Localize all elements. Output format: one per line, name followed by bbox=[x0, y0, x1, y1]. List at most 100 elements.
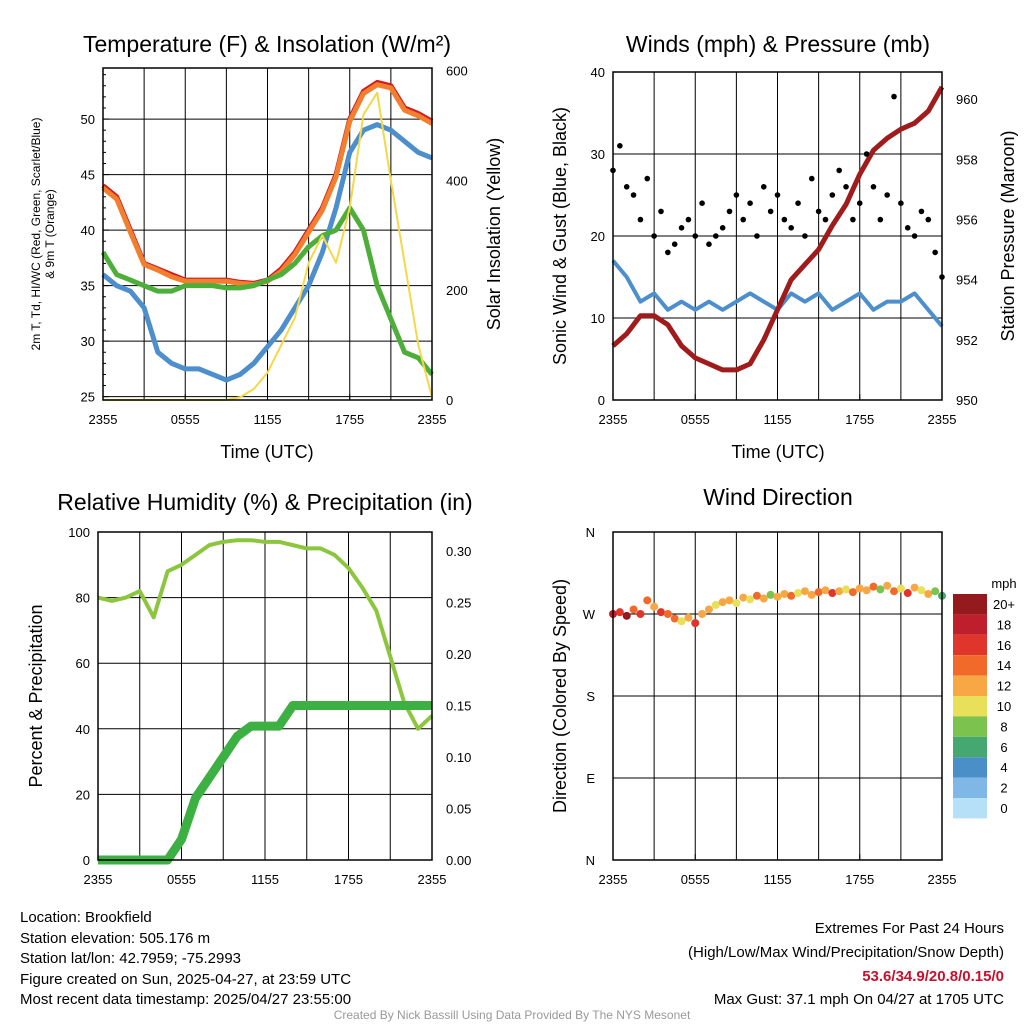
direction-point bbox=[711, 600, 720, 609]
direction-point bbox=[896, 584, 905, 593]
y2-tick-label: 0.10 bbox=[446, 750, 471, 765]
direction-point bbox=[924, 589, 933, 598]
gust-point bbox=[815, 208, 822, 215]
gust-point bbox=[658, 208, 664, 215]
direction-point bbox=[732, 599, 741, 608]
x-tick-label: 2355 bbox=[418, 412, 447, 427]
gust-point bbox=[891, 93, 897, 100]
gust-point bbox=[754, 233, 760, 239]
x-tick-label: 1155 bbox=[254, 412, 282, 427]
direction-point bbox=[842, 585, 851, 594]
y2-tick-label: 952 bbox=[956, 333, 978, 348]
direction-point bbox=[643, 596, 652, 605]
gust-point bbox=[911, 233, 918, 239]
gust-point bbox=[733, 192, 740, 198]
wind-y2-label: Station Pressure (Maroon) bbox=[998, 130, 1018, 341]
legend-title: mph bbox=[991, 576, 1016, 591]
y2-tick-label: 0.20 bbox=[446, 647, 471, 662]
y-tick-label: 0 bbox=[83, 853, 90, 868]
gust-point bbox=[644, 175, 651, 182]
gust-point bbox=[747, 200, 753, 206]
y-tick-label: 50 bbox=[81, 112, 95, 127]
direction-point bbox=[848, 588, 857, 597]
gust-point bbox=[706, 241, 712, 247]
y2-tick-label: 0.25 bbox=[446, 596, 471, 611]
gust-point bbox=[719, 225, 726, 231]
y2-tick-label: 200 bbox=[446, 283, 468, 298]
direction-point bbox=[684, 613, 693, 622]
gust-point bbox=[740, 216, 747, 223]
legend-swatch bbox=[953, 614, 987, 635]
y-tick-label: 45 bbox=[81, 168, 95, 183]
plot-frame bbox=[97, 531, 433, 861]
y-tick-label: 0 bbox=[598, 393, 605, 408]
direction-point bbox=[691, 619, 700, 628]
direction-point bbox=[787, 591, 796, 600]
y-tick-label: 100 bbox=[68, 525, 90, 540]
direction-point bbox=[650, 602, 659, 611]
y2-tick-label: 400 bbox=[446, 173, 468, 188]
rh-panel-title: Relative Humidity (%) & Precipitation (i… bbox=[57, 489, 472, 515]
y-tick-label: N bbox=[586, 853, 595, 868]
gust-point bbox=[884, 192, 890, 198]
x-tick-label: 0555 bbox=[167, 872, 196, 887]
y-tick-label: 40 bbox=[591, 65, 605, 80]
legend-swatch bbox=[953, 594, 987, 615]
legend-label: 16 bbox=[997, 638, 1011, 653]
direction-point bbox=[698, 610, 707, 618]
direction-point bbox=[890, 587, 899, 596]
direction-point bbox=[931, 587, 940, 596]
x-tick-label: 0555 bbox=[681, 412, 710, 427]
direction-point bbox=[615, 608, 624, 617]
direction-point bbox=[629, 605, 638, 614]
temp-panel-title: Temperature (F) & Insolation (W/m²) bbox=[83, 31, 451, 57]
gust-point bbox=[795, 200, 801, 206]
legend-label: 4 bbox=[1000, 760, 1007, 775]
direction-point bbox=[704, 605, 713, 614]
gust-point bbox=[898, 200, 904, 206]
gust-point bbox=[713, 233, 719, 239]
y2-tick-label: 0.15 bbox=[446, 699, 471, 714]
x-tick-label: 0555 bbox=[171, 412, 200, 427]
x-tick-label: 2355 bbox=[928, 412, 957, 427]
x-tick-label: 1755 bbox=[845, 412, 874, 427]
direction-point bbox=[835, 587, 844, 596]
gust-point bbox=[699, 200, 705, 206]
rh-y-label: Percent & Precipitation bbox=[26, 604, 46, 787]
gust-point bbox=[760, 184, 767, 190]
max-gust-text: Max Gust: 37.1 mph On 04/27 at 1705 UTC bbox=[714, 991, 1004, 1008]
direction-point bbox=[917, 586, 926, 595]
gust-point bbox=[808, 175, 815, 182]
gust-point bbox=[925, 216, 932, 223]
direction-point bbox=[746, 595, 755, 604]
direction-point bbox=[807, 590, 816, 599]
plot-frame bbox=[102, 67, 433, 401]
direction-point bbox=[677, 617, 686, 626]
legend-swatch bbox=[953, 777, 987, 798]
direction-point bbox=[766, 590, 775, 599]
y-tick-label: 60 bbox=[76, 656, 90, 671]
created-text: Figure created on Sun, 2025-04-27, at 23… bbox=[20, 971, 351, 988]
gust-point bbox=[678, 225, 685, 231]
y2-tick-label: 0.05 bbox=[446, 802, 471, 817]
y-tick-label: 40 bbox=[76, 722, 90, 737]
legend-label: 14 bbox=[997, 658, 1011, 673]
direction-point bbox=[656, 608, 665, 617]
gust-point bbox=[623, 184, 630, 190]
direction-point bbox=[794, 589, 803, 598]
gust-point bbox=[685, 216, 692, 223]
gust-point bbox=[617, 143, 623, 149]
gust-point bbox=[904, 225, 911, 231]
y2-tick-label: 960 bbox=[956, 92, 978, 107]
gust-point bbox=[630, 192, 637, 198]
direction-point bbox=[814, 588, 823, 597]
series-line-station-pressure bbox=[611, 85, 945, 373]
y2-tick-label: 958 bbox=[956, 152, 978, 167]
gust-point bbox=[767, 208, 774, 215]
y-tick-label: 25 bbox=[81, 390, 95, 405]
x-tick-label: 2355 bbox=[599, 872, 628, 887]
gust-point bbox=[918, 208, 925, 215]
legend-swatch bbox=[953, 696, 987, 717]
y-tick-label: 30 bbox=[591, 147, 605, 162]
